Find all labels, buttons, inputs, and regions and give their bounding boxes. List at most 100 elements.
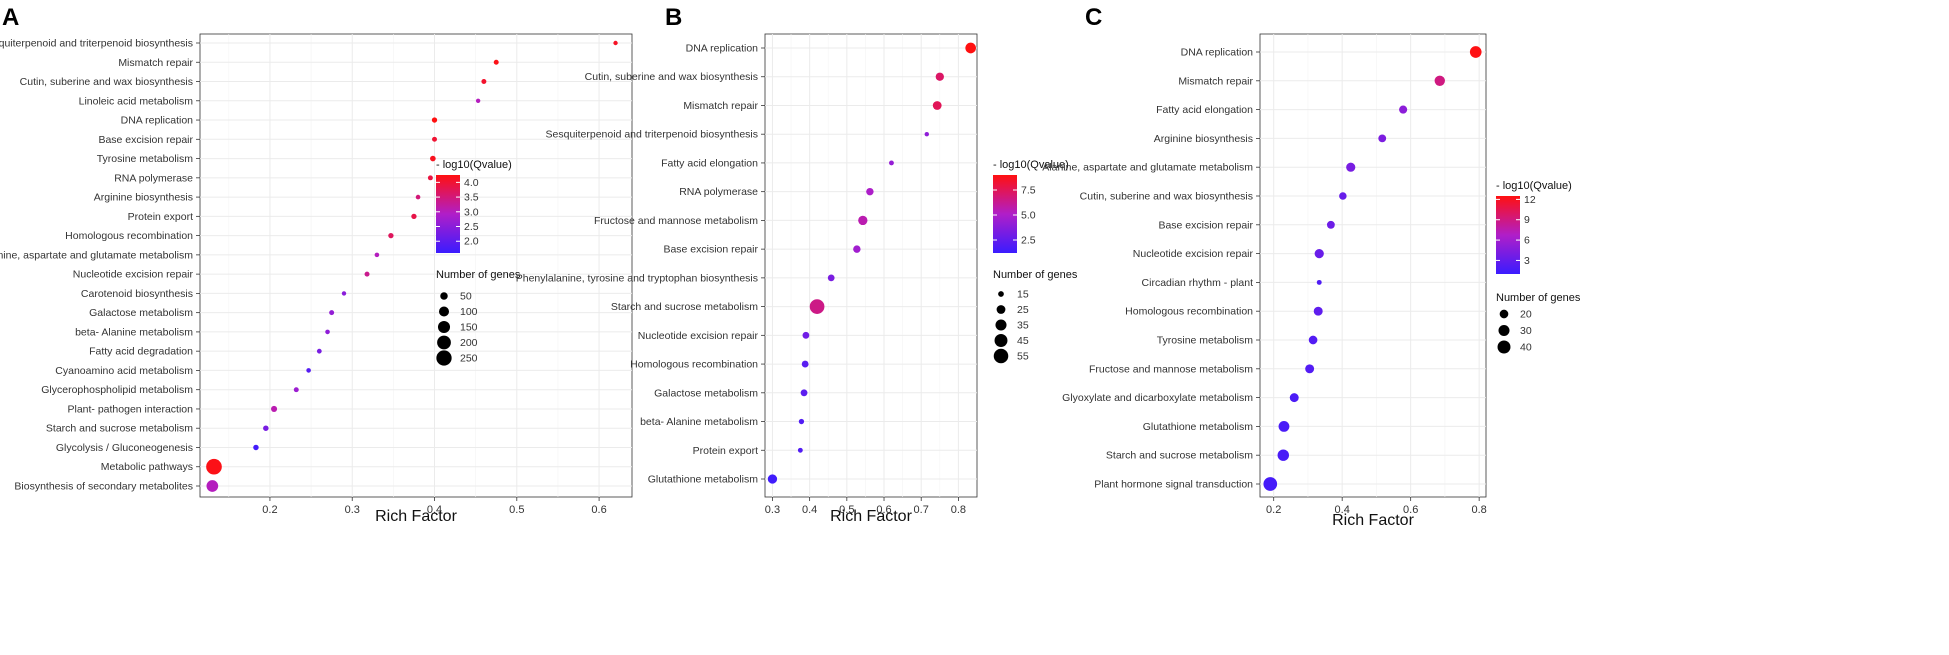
data-point — [1399, 105, 1408, 114]
category-label: beta- Alanine metabolism — [75, 326, 193, 338]
category-label: Phenylalanine, tyrosine and tryptophan b… — [516, 272, 758, 284]
x-tick-label: 0.8 — [951, 504, 966, 516]
data-point — [388, 232, 394, 239]
category-label: Glycerophospholipid metabolism — [41, 384, 193, 396]
category-label: Protein export — [128, 211, 193, 223]
size-legend-label: 35 — [1017, 320, 1029, 332]
x-tick-label: 0.6 — [876, 504, 891, 516]
category-label: DNA replication — [686, 43, 759, 55]
category-label: beta- Alanine metabolism — [640, 416, 758, 428]
data-point — [1277, 449, 1290, 461]
color-legend-label: 3.0 — [464, 206, 479, 218]
size-legend-label: 15 — [1017, 289, 1029, 301]
data-point — [889, 160, 894, 166]
data-point — [866, 187, 874, 196]
data-point — [430, 155, 436, 162]
data-point — [1346, 162, 1356, 172]
color-legend-label: 3 — [1524, 255, 1530, 267]
category-label: Homologous recombination — [630, 359, 758, 371]
data-point — [801, 360, 809, 368]
data-point — [271, 405, 278, 412]
data-point — [1305, 364, 1315, 374]
x-axis-title: Rich Factor — [375, 508, 457, 525]
data-point — [411, 213, 417, 220]
category-label: Starch and sucrose metabolism — [1106, 450, 1253, 462]
data-point — [341, 291, 347, 296]
category-label: Starch and sucrose metabolism — [46, 423, 193, 435]
data-point — [374, 252, 380, 258]
category-label: Fructose and mannose metabolism — [594, 215, 758, 227]
size-legend-label: 40 — [1520, 342, 1532, 354]
data-point — [1263, 477, 1278, 491]
color-legend-title: - log10(Qvalue) — [1496, 180, 1572, 192]
x-axis-title: Rich Factor — [830, 508, 912, 525]
panel-b: B DNA replication Cutin, suberine and wax… — [516, 4, 1078, 525]
size-legend-title: Number of genes — [436, 269, 521, 281]
x-tick-label: 0.2 — [1266, 504, 1281, 516]
data-point — [1308, 335, 1318, 345]
category-label: Galactose metabolism — [654, 387, 758, 399]
category-label: Homologous recombination — [65, 230, 193, 242]
x-tick-label: 0.3 — [765, 504, 780, 516]
category-label: Protein export — [693, 445, 758, 457]
data-point — [431, 117, 438, 123]
color-legend-title: - log10(Qvalue) — [436, 159, 512, 171]
data-point — [798, 418, 805, 425]
data-point — [965, 42, 976, 54]
data-point — [1314, 249, 1324, 259]
data-point — [613, 40, 618, 46]
size-legend-dot — [993, 348, 1009, 364]
data-point — [1326, 220, 1335, 229]
color-legend-label: 7.5 — [1021, 185, 1036, 197]
category-label: Base excision repair — [98, 134, 193, 146]
category-label: Fatty acid elongation — [1156, 104, 1253, 116]
category-label: Mismatch repair — [683, 100, 758, 112]
category-label: Nucleotide excision repair — [1133, 248, 1254, 260]
category-label: DNA replication — [121, 115, 194, 127]
category-label: Cutin, suberine and wax biosynthesis — [20, 76, 193, 88]
size-legend-dot — [1499, 309, 1509, 319]
size-legend-label: 30 — [1520, 325, 1532, 337]
data-point — [263, 425, 269, 431]
category-label: Homologous recombination — [1125, 306, 1253, 318]
panel-label: C — [1085, 4, 1102, 31]
category-label: Sesquiterpenoid and triterpenoid biosynt… — [0, 38, 193, 50]
size-legend-label: 45 — [1017, 335, 1029, 347]
category-label: Starch and sucrose metabolism — [611, 301, 758, 313]
data-point — [767, 474, 778, 484]
category-label: Galactose metabolism — [89, 307, 193, 319]
panel-c: C DNA replication Mismatch repair Fatty ac… — [1042, 4, 1581, 529]
data-point — [432, 136, 437, 142]
category-label: Cyanoamino acid metabolism — [55, 365, 193, 377]
data-point — [253, 444, 259, 451]
category-label: Plant- pathogen interaction — [67, 403, 193, 415]
data-point — [493, 59, 499, 65]
panel-label: B — [665, 4, 682, 31]
size-legend-label: 200 — [460, 337, 478, 349]
data-point — [1278, 420, 1290, 432]
category-label: Base excision repair — [1158, 219, 1253, 231]
x-tick-label: 0.7 — [914, 504, 929, 516]
data-point — [427, 175, 433, 181]
category-label: Fructose and mannose metabolism — [1089, 363, 1253, 375]
plot-frame — [199, 33, 633, 498]
category-label: Glycolysis / Gluconeogenesis — [56, 442, 193, 454]
color-legend-label: 6 — [1524, 235, 1530, 247]
category-label: Glyoxylate and dicarboxylate metabolism — [1062, 392, 1253, 404]
x-tick-label: 0.2 — [262, 504, 277, 516]
category-label: Metabolic pathways — [101, 461, 193, 473]
data-point — [827, 274, 835, 282]
size-legend-dot — [436, 350, 452, 366]
category-label: Carotenoid biosynthesis — [81, 288, 193, 300]
x-axis-title: Rich Factor — [1332, 512, 1414, 529]
x-tick-label: 0.4 — [802, 504, 817, 516]
data-point — [475, 98, 481, 103]
category-label: Arginine biosynthesis — [94, 192, 193, 204]
color-legend-label: 3.5 — [464, 192, 479, 204]
color-legend-bar — [436, 175, 460, 253]
data-point — [481, 79, 487, 85]
x-tick-label: 0.4 — [1335, 504, 1350, 516]
size-legend-label: 50 — [460, 291, 472, 303]
category-label: Alanine, aspartate and glutamate metabol… — [1042, 162, 1253, 174]
color-legend-label: 9 — [1524, 214, 1530, 226]
